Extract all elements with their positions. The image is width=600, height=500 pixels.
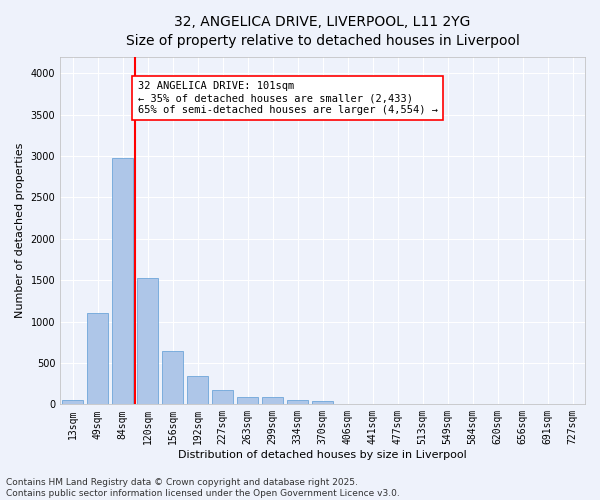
- Bar: [212, 390, 233, 404]
- Bar: [187, 376, 208, 404]
- Bar: [287, 400, 308, 404]
- Bar: [62, 400, 83, 404]
- Title: 32, ANGELICA DRIVE, LIVERPOOL, L11 2YG
Size of property relative to detached hou: 32, ANGELICA DRIVE, LIVERPOOL, L11 2YG S…: [125, 15, 520, 48]
- Text: Contains HM Land Registry data © Crown copyright and database right 2025.
Contai: Contains HM Land Registry data © Crown c…: [6, 478, 400, 498]
- Bar: [237, 397, 258, 404]
- Text: 32 ANGELICA DRIVE: 101sqm
← 35% of detached houses are smaller (2,433)
65% of se: 32 ANGELICA DRIVE: 101sqm ← 35% of detac…: [137, 82, 437, 114]
- X-axis label: Distribution of detached houses by size in Liverpool: Distribution of detached houses by size …: [178, 450, 467, 460]
- Y-axis label: Number of detached properties: Number of detached properties: [15, 143, 25, 318]
- Bar: [87, 314, 108, 404]
- Bar: [312, 402, 333, 404]
- Bar: [112, 158, 133, 404]
- Bar: [137, 278, 158, 404]
- Bar: [262, 398, 283, 404]
- Bar: [162, 352, 183, 405]
